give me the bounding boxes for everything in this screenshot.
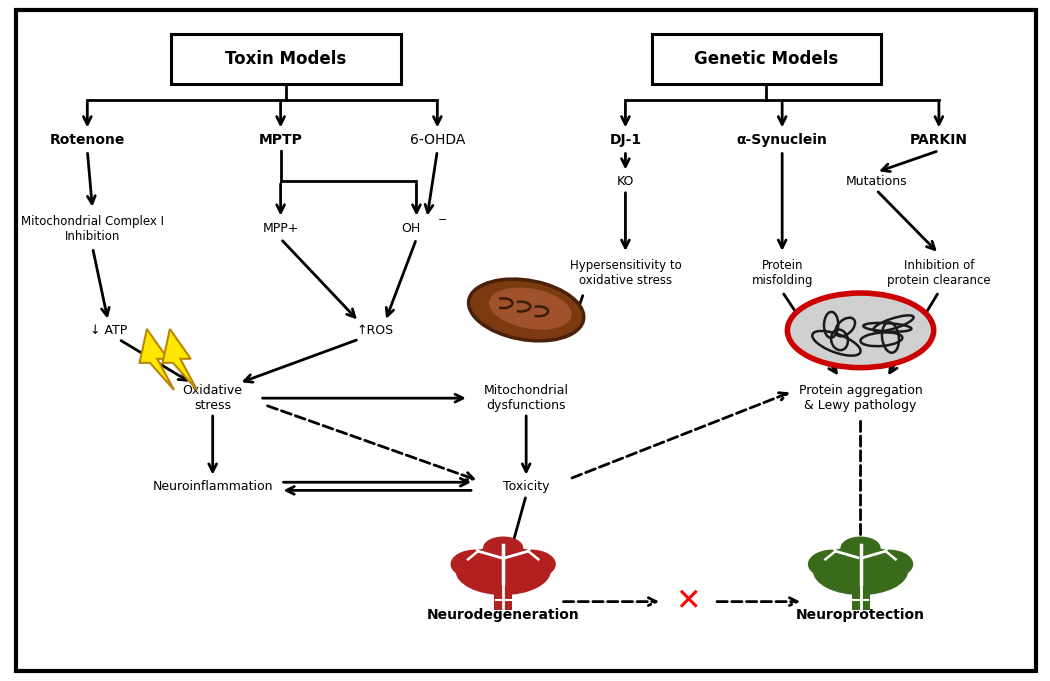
- Ellipse shape: [488, 287, 572, 331]
- Text: Neuroprotection: Neuroprotection: [796, 608, 925, 622]
- Ellipse shape: [807, 550, 858, 579]
- Ellipse shape: [863, 550, 914, 579]
- Text: Oxidative
stress: Oxidative stress: [183, 384, 243, 412]
- Polygon shape: [140, 329, 174, 390]
- Text: Toxicity: Toxicity: [503, 480, 549, 493]
- Text: Hypersensitivity to
oxidative stress: Hypersensitivity to oxidative stress: [569, 259, 681, 287]
- Text: Mutations: Mutations: [845, 174, 907, 188]
- FancyBboxPatch shape: [652, 33, 881, 84]
- FancyBboxPatch shape: [852, 580, 869, 609]
- Ellipse shape: [450, 550, 501, 579]
- Text: Genetic Models: Genetic Models: [694, 50, 839, 68]
- Text: ✕: ✕: [675, 587, 700, 616]
- Text: DJ-1: DJ-1: [609, 133, 642, 147]
- Text: Protein aggregation
& Lewy pathology: Protein aggregation & Lewy pathology: [799, 384, 922, 412]
- Polygon shape: [163, 329, 197, 390]
- Ellipse shape: [468, 279, 584, 341]
- Text: Neurodegeneration: Neurodegeneration: [426, 608, 580, 622]
- Text: Mitochondrial Complex I
Inhibition: Mitochondrial Complex I Inhibition: [21, 215, 164, 242]
- Text: Mitochondrial
dysfunctions: Mitochondrial dysfunctions: [484, 384, 569, 412]
- Ellipse shape: [506, 550, 555, 579]
- Text: Toxin Models: Toxin Models: [225, 50, 346, 68]
- Text: PARKIN: PARKIN: [910, 133, 968, 147]
- Ellipse shape: [840, 537, 881, 559]
- Ellipse shape: [483, 537, 523, 559]
- FancyBboxPatch shape: [16, 10, 1036, 671]
- Text: Protein
misfolding: Protein misfolding: [752, 259, 813, 287]
- Text: OH: OH: [401, 222, 421, 235]
- Text: ↑ROS: ↑ROS: [356, 324, 393, 337]
- Ellipse shape: [788, 293, 933, 368]
- Text: ↓ ATP: ↓ ATP: [89, 324, 127, 337]
- Text: MPTP: MPTP: [258, 133, 302, 147]
- Text: MPP+: MPP+: [262, 222, 299, 235]
- Ellipse shape: [813, 546, 908, 595]
- Text: α-Synuclein: α-Synuclein: [737, 133, 827, 147]
- FancyBboxPatch shape: [171, 33, 401, 84]
- Text: Neuroinflammation: Neuroinflammation: [152, 480, 273, 493]
- Text: Rotenone: Rotenone: [49, 133, 125, 147]
- Text: 6-OHDA: 6-OHDA: [410, 133, 465, 147]
- Ellipse shape: [456, 546, 551, 595]
- FancyBboxPatch shape: [495, 580, 512, 609]
- Text: Inhibition of
protein clearance: Inhibition of protein clearance: [887, 259, 991, 287]
- Text: KO: KO: [616, 174, 634, 188]
- Text: −: −: [438, 215, 447, 225]
